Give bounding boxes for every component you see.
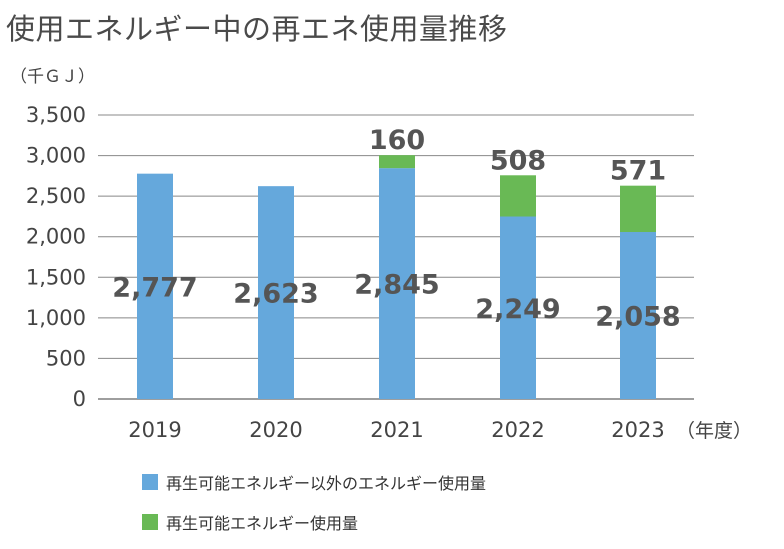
x-tick-label: 2023 (611, 418, 664, 442)
y-tick-label: 2,500 (26, 184, 86, 208)
bar-non-renewable (258, 186, 294, 399)
data-label-non-renewable: 2,623 (233, 279, 318, 310)
x-unit-label: （年度） (676, 420, 752, 442)
bar-chart: 0 500 1,000 1,500 2,000 2,500 3,000 3,500 2019 2… (26, 103, 752, 442)
bar-non-renewable (620, 232, 656, 399)
chart-title: 使用エネルギー中の再エネ使用量推移 (6, 12, 508, 46)
legend-label: 再生可能エネルギー以外のエネルギー使用量 (166, 474, 487, 493)
data-label-non-renewable: 2,249 (475, 294, 560, 325)
bar-renewable (620, 185, 656, 233)
data-label-renewable: 160 (369, 125, 425, 156)
x-tick-label: 2019 (128, 418, 181, 442)
y-tick-label: 3,500 (26, 103, 86, 127)
legend: 再生可能エネルギー以外のエネルギー使用量 再生可能エネルギー使用量 (142, 470, 486, 534)
legend-swatch (142, 474, 158, 490)
bar-renewable (500, 175, 536, 217)
legend-swatch (142, 514, 158, 530)
bar-non-renewable (500, 216, 536, 399)
bar-non-renewable (137, 173, 173, 399)
y-tick-label: 0 (73, 387, 86, 411)
data-label-renewable: 571 (610, 156, 666, 187)
x-tick-label: 2022 (491, 418, 544, 442)
data-label-non-renewable: 2,058 (595, 302, 680, 333)
legend-item: 再生可能エネルギー以外のエネルギー使用量 (142, 470, 486, 494)
bar-non-renewable (379, 168, 415, 399)
y-tick-label: 3,000 (26, 144, 86, 168)
y-tick-label: 1,500 (26, 265, 86, 289)
data-label-renewable: 508 (490, 145, 546, 176)
y-tick-label: 500 (46, 346, 86, 370)
bar-renewable (379, 155, 415, 169)
x-tick-label: 2021 (370, 418, 423, 442)
data-label-non-renewable: 2,777 (112, 272, 197, 303)
y-unit-label: （千ＧＪ） (10, 67, 95, 87)
x-tick-label: 2020 (249, 418, 302, 442)
legend-item: 再生可能エネルギー使用量 (142, 510, 486, 534)
data-label-non-renewable: 2,845 (354, 270, 439, 301)
legend-label: 再生可能エネルギー使用量 (166, 514, 359, 533)
y-tick-label: 2,000 (26, 225, 86, 249)
y-tick-label: 1,000 (26, 306, 86, 330)
